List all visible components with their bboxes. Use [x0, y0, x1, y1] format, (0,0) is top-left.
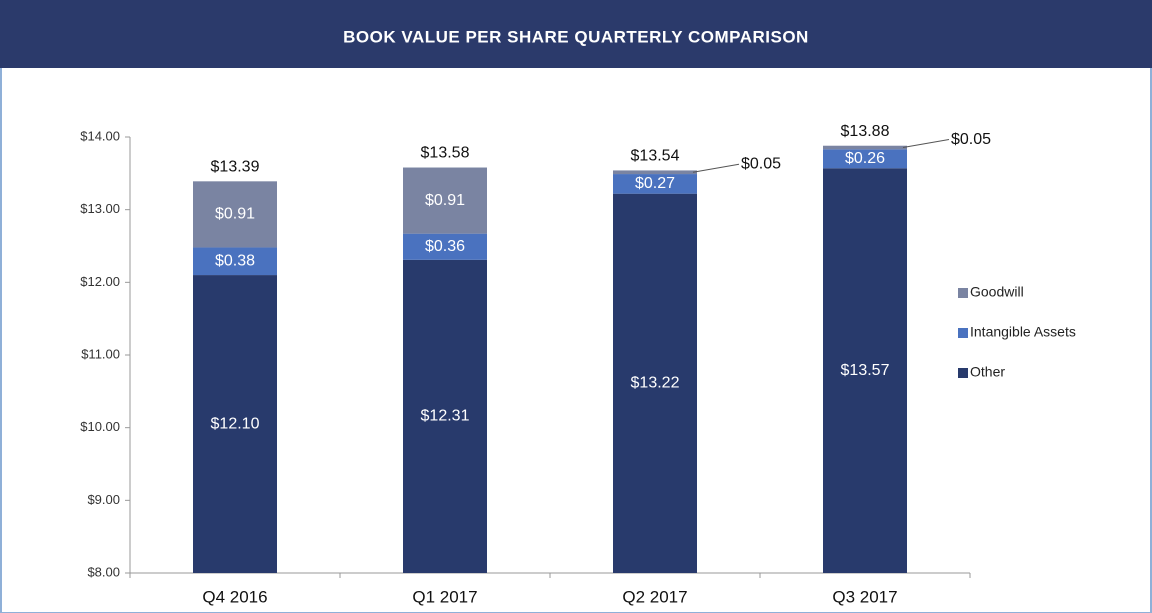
total-label: $13.58	[421, 145, 470, 162]
total-label: $13.54	[631, 148, 680, 165]
x-tick-label: Q4 2016	[202, 587, 267, 606]
bar-segment	[613, 174, 697, 194]
legend-label: Other	[970, 364, 1005, 380]
value-label: $0.36	[425, 238, 465, 255]
bar-segment	[403, 167, 487, 234]
legend-swatch	[958, 328, 968, 338]
legend-swatch	[958, 288, 968, 298]
bar-segment	[403, 259, 487, 573]
leader-line	[692, 163, 740, 173]
x-tick-label: Q1 2017	[412, 587, 477, 606]
chart-title: BOOK VALUE PER SHARE QUARTERLY COMPARISO…	[343, 27, 809, 46]
bar-segment	[193, 247, 277, 276]
y-tick-label: $9.00	[87, 492, 120, 507]
value-label: $0.38	[215, 252, 255, 269]
legend-label: Goodwill	[970, 284, 1024, 300]
leader-line	[902, 139, 950, 149]
bar-segment	[823, 145, 907, 150]
y-tick-label: $10.00	[80, 419, 120, 434]
y-tick-label: $8.00	[87, 564, 120, 579]
bar-segment	[193, 181, 277, 248]
value-label: $0.91	[425, 192, 465, 209]
value-label: $12.10	[211, 415, 260, 432]
bar-segment	[823, 168, 907, 573]
value-label: $12.31	[421, 408, 470, 425]
legend-label: Intangible Assets	[970, 324, 1076, 340]
value-label: $0.05	[741, 155, 781, 172]
y-tick-label: $11.00	[81, 346, 120, 361]
y-tick-label: $14.00	[80, 128, 120, 143]
bar-segment	[823, 149, 907, 169]
value-label: $0.26	[845, 150, 885, 167]
bar-segment	[613, 170, 697, 175]
legend-swatch	[958, 368, 968, 378]
bar-segment	[193, 275, 277, 573]
value-label: $0.05	[951, 131, 991, 148]
total-label: $13.88	[841, 123, 890, 140]
bar-segment	[613, 193, 697, 573]
y-tick-label: $13.00	[80, 201, 120, 216]
value-label: $0.91	[215, 206, 255, 223]
x-tick-label: Q2 2017	[622, 587, 687, 606]
x-tick-label: Q3 2017	[832, 587, 897, 606]
value-label: $13.22	[631, 375, 680, 392]
value-label: $13.57	[841, 362, 890, 379]
bar-segment	[403, 233, 487, 260]
total-label: $13.39	[211, 159, 260, 176]
y-tick-label: $12.00	[80, 274, 120, 289]
header-bar	[0, 0, 1152, 68]
value-label: $0.27	[635, 175, 675, 192]
